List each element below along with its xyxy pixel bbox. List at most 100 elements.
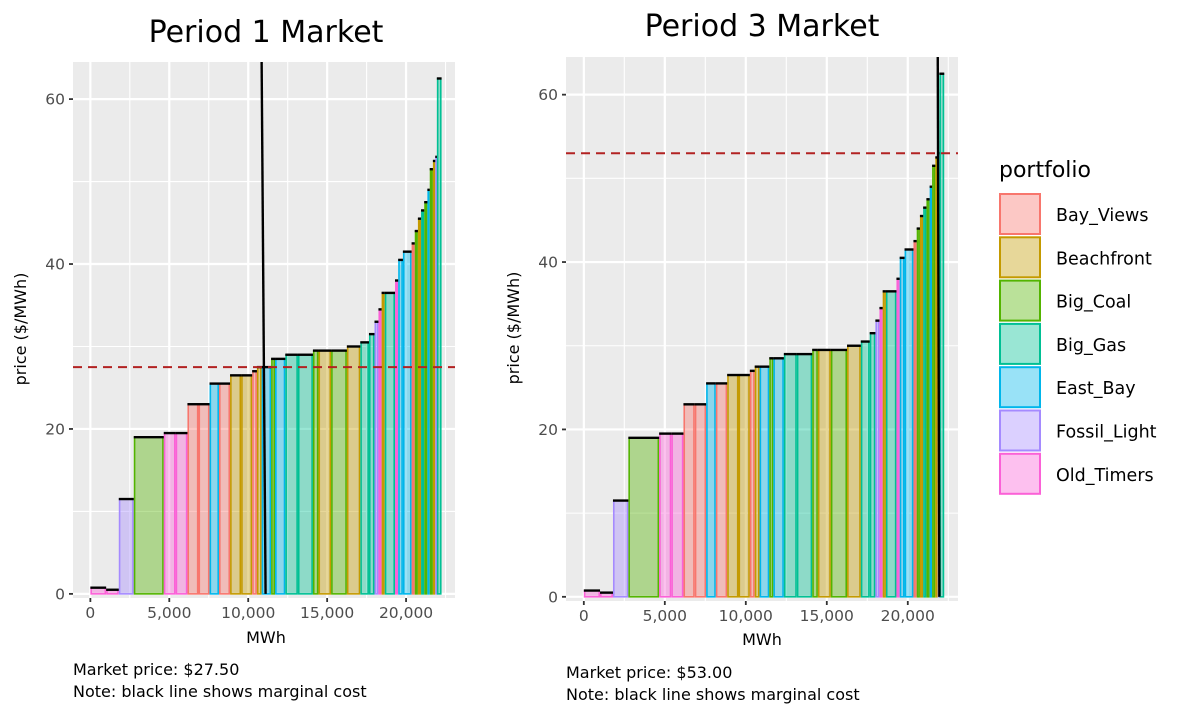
bar-big-coal: [271, 358, 276, 595]
bar-beachfront: [935, 156, 938, 598]
bar-bay-views: [913, 240, 917, 598]
chart-title: Period 3 Market: [645, 9, 880, 44]
x-tick-label: 5,000: [643, 607, 687, 625]
bar-big-gas: [869, 332, 876, 598]
y-tick-label: 0: [55, 585, 65, 603]
bar-big-gas: [783, 353, 797, 598]
bar-old-timers: [659, 432, 672, 598]
bar-bay-views: [683, 403, 695, 598]
legend-label: Bay_Views: [1056, 206, 1148, 226]
bar-beachfront: [432, 160, 436, 595]
legend-label: Big_Gas: [1056, 336, 1126, 356]
chart-title: Period 1 Market: [149, 15, 384, 50]
bar-big-gas: [285, 353, 298, 595]
bar-old-timers: [163, 432, 176, 595]
bar-big-coal: [414, 230, 418, 595]
bar-big-gas: [939, 72, 945, 598]
bar-bay-views: [252, 370, 257, 595]
bar-big-gas: [360, 341, 369, 595]
note-caption: Note: black line shows marginal cost: [566, 685, 860, 704]
period-3-chart: Period 3 Market 0 20 40 60 0 5,000 10,000 15,0…: [504, 9, 958, 704]
legend: portfolio Bay_Views Beachfront Big_Coal Big…: [999, 158, 1157, 495]
y-axis: 0 20 40 60: [45, 91, 73, 603]
bar-big-gas: [860, 340, 870, 598]
bar-beachfront: [882, 290, 886, 598]
bar-big-gas: [885, 290, 897, 598]
x-axis: 0 5,000 10,000 15,000 20,000: [85, 598, 433, 622]
bar-east-bay: [904, 248, 914, 598]
legend-label: Beachfront: [1056, 249, 1152, 269]
bar-big-coal: [916, 227, 920, 598]
bar-east-bay: [427, 189, 430, 595]
bar-beachfront: [256, 366, 262, 595]
bar-bay-views: [749, 370, 755, 598]
bar-beachfront: [738, 374, 750, 598]
bar-old-timers: [378, 308, 382, 595]
period-1-chart: Period 1 Market 0 20 40 60 0 5,000 10,000 15,0…: [11, 15, 455, 701]
bar-old-timers: [175, 432, 188, 595]
legend-label: Fossil_Light: [1056, 423, 1157, 443]
y-axis: 0 20 40 60: [538, 86, 566, 606]
legend-label: Old_Timers: [1056, 466, 1154, 486]
bar-big-gas: [421, 209, 425, 595]
bar-east-bay: [209, 382, 220, 595]
legend-item: Fossil_Light: [999, 409, 1157, 452]
bar-big-coal: [812, 349, 818, 598]
bar-bay-views: [187, 403, 199, 595]
bar-big-gas: [436, 77, 442, 595]
legend-label: Big_Coal: [1056, 293, 1131, 313]
market-price-caption: Market price: $53.00: [566, 663, 732, 682]
bar-east-bay: [706, 382, 716, 598]
bar-east-bay: [899, 257, 905, 598]
demand-line: [936, 56, 941, 597]
bar-big-coal: [926, 198, 930, 598]
bar-big-coal: [769, 357, 774, 598]
bar-bay-views: [715, 382, 728, 598]
supply-bars: [583, 72, 945, 598]
plot-panel-background: [566, 57, 958, 601]
legend-swatch: [999, 409, 1041, 452]
x-tick-label: 0: [85, 604, 95, 622]
y-tick-label: 60: [45, 91, 65, 109]
market-price-caption: Market price: $27.50: [73, 660, 239, 679]
x-tick-label: 10,000: [719, 607, 773, 625]
bar-big-gas: [368, 333, 375, 595]
bar-east-bay: [929, 185, 933, 598]
y-tick-label: 0: [548, 588, 558, 606]
bar-old-timers: [896, 277, 900, 598]
x-axis-title: MWh: [742, 630, 782, 649]
x-tick-label: 5,000: [147, 604, 191, 622]
x-tick-label: 15,000: [800, 607, 854, 625]
bar-beachfront: [230, 374, 242, 595]
bar-old-timers: [879, 307, 883, 598]
legend-swatch: [999, 193, 1041, 235]
y-tick-label: 40: [538, 254, 558, 272]
bar-big-coal: [331, 349, 347, 595]
bar-bay-views: [411, 242, 415, 595]
legend-swatch: [999, 452, 1041, 495]
bar-bay-views: [219, 382, 231, 595]
bar-east-bay: [275, 358, 286, 595]
y-axis-title: price ($/MWh): [11, 273, 30, 386]
legend-item: Bay_Views: [999, 193, 1148, 235]
bar-big-coal: [429, 168, 433, 595]
bar-big-gas: [923, 206, 927, 598]
y-axis-title: price ($/MWh): [504, 272, 523, 385]
bar-fossil-light: [875, 319, 880, 598]
bar-bay-views: [198, 403, 210, 595]
y-tick-label: 40: [45, 256, 65, 274]
legend-title: portfolio: [999, 158, 1091, 183]
bar-fossil-light: [118, 498, 134, 595]
demand-line: [260, 61, 267, 594]
bar-big-gas: [796, 353, 813, 598]
legend-label: East_Bay: [1056, 379, 1136, 399]
bar-beachfront: [241, 374, 253, 595]
bar-beachfront: [919, 215, 924, 598]
x-axis: 0 5,000 10,000 15,000 20,000: [579, 601, 935, 625]
bar-beachfront: [727, 374, 739, 598]
marginal-cost-steps: [583, 72, 945, 594]
x-tick-label: 0: [579, 607, 589, 625]
legend-item: Big_Gas: [999, 322, 1126, 365]
legend-swatch: [999, 366, 1041, 409]
